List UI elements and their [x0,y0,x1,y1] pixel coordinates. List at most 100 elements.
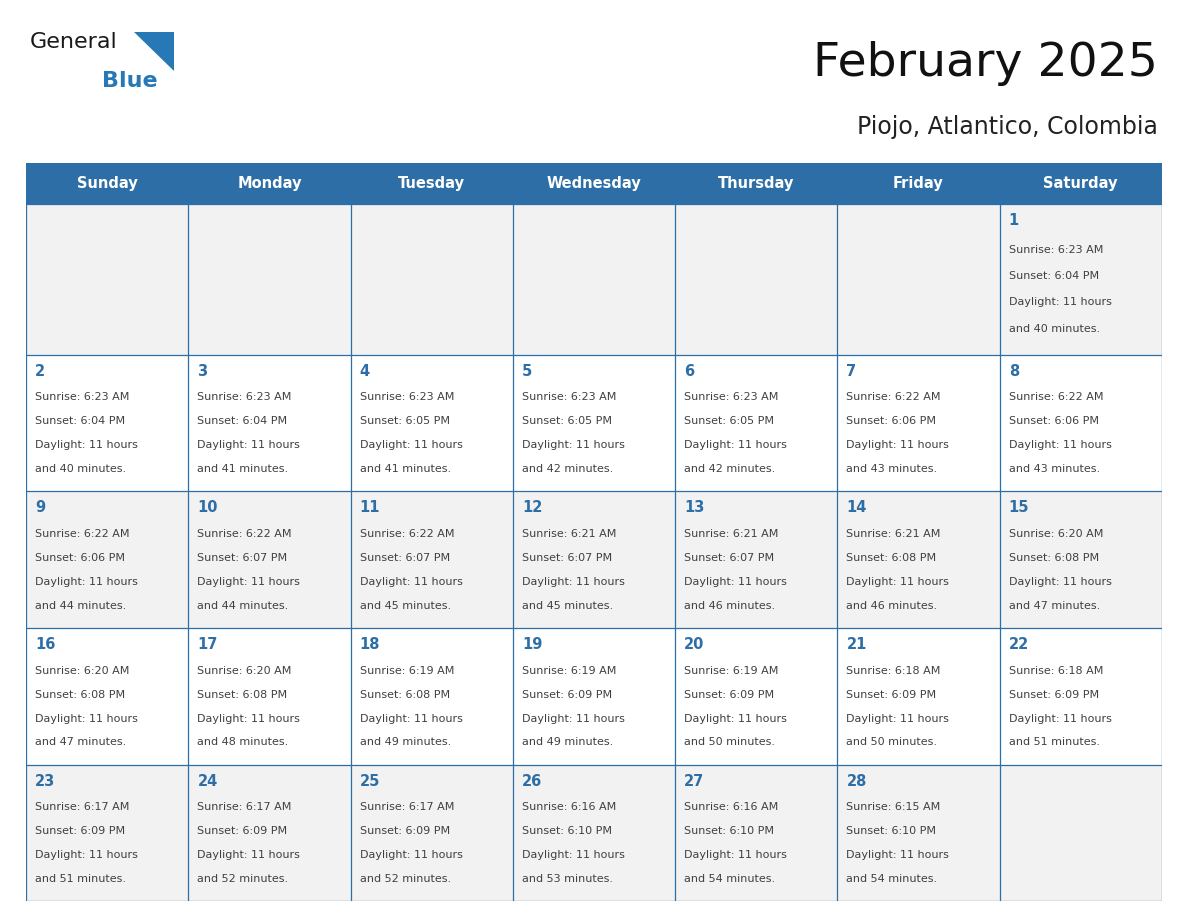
Text: Sunset: 6:09 PM: Sunset: 6:09 PM [360,826,450,836]
Text: Daylight: 11 hours: Daylight: 11 hours [360,713,462,723]
Text: and 50 minutes.: and 50 minutes. [684,737,776,747]
Text: 26: 26 [522,774,542,789]
Text: Sunrise: 6:23 AM: Sunrise: 6:23 AM [1009,245,1104,255]
Text: Sunset: 6:07 PM: Sunset: 6:07 PM [197,553,287,563]
Text: Thursday: Thursday [718,176,795,192]
Text: Daylight: 11 hours: Daylight: 11 hours [847,713,949,723]
Text: Sunset: 6:06 PM: Sunset: 6:06 PM [1009,416,1099,426]
Text: and 52 minutes.: and 52 minutes. [197,874,289,884]
Text: Daylight: 11 hours: Daylight: 11 hours [684,440,788,450]
Text: Sunrise: 6:23 AM: Sunrise: 6:23 AM [684,392,778,402]
Text: Sunset: 6:10 PM: Sunset: 6:10 PM [522,826,612,836]
Text: Sunset: 6:08 PM: Sunset: 6:08 PM [847,553,936,563]
Text: 27: 27 [684,774,704,789]
Text: Daylight: 11 hours: Daylight: 11 hours [360,850,462,860]
Text: 4: 4 [360,364,369,378]
Text: Sunrise: 6:18 AM: Sunrise: 6:18 AM [1009,666,1104,676]
Text: and 50 minutes.: and 50 minutes. [847,737,937,747]
Text: Sunrise: 6:17 AM: Sunrise: 6:17 AM [36,802,129,812]
Text: Sunset: 6:09 PM: Sunset: 6:09 PM [847,689,936,700]
Text: 3: 3 [197,364,208,378]
Text: and 47 minutes.: and 47 minutes. [1009,600,1100,610]
Text: Daylight: 11 hours: Daylight: 11 hours [197,713,301,723]
Text: Sunrise: 6:16 AM: Sunrise: 6:16 AM [522,802,617,812]
Text: Daylight: 11 hours: Daylight: 11 hours [197,440,301,450]
Text: Sunset: 6:07 PM: Sunset: 6:07 PM [522,553,612,563]
Text: Sunday: Sunday [77,176,138,192]
Text: Sunrise: 6:15 AM: Sunrise: 6:15 AM [847,802,941,812]
Text: and 41 minutes.: and 41 minutes. [197,465,289,474]
Text: Sunrise: 6:19 AM: Sunrise: 6:19 AM [684,666,778,676]
Text: Friday: Friday [893,176,944,192]
Text: Sunset: 6:09 PM: Sunset: 6:09 PM [197,826,287,836]
Text: 23: 23 [36,774,56,789]
Text: and 53 minutes.: and 53 minutes. [522,874,613,884]
Text: Sunrise: 6:23 AM: Sunrise: 6:23 AM [360,392,454,402]
Text: 28: 28 [847,774,867,789]
Text: Sunrise: 6:17 AM: Sunrise: 6:17 AM [197,802,292,812]
Text: and 51 minutes.: and 51 minutes. [36,874,126,884]
Text: Sunset: 6:08 PM: Sunset: 6:08 PM [36,689,126,700]
Bar [26,628,1162,765]
Text: and 46 minutes.: and 46 minutes. [847,600,937,610]
Text: Daylight: 11 hours: Daylight: 11 hours [684,577,788,587]
Text: Daylight: 11 hours: Daylight: 11 hours [847,850,949,860]
Text: and 45 minutes.: and 45 minutes. [522,600,613,610]
Text: and 40 minutes.: and 40 minutes. [1009,324,1100,334]
Text: and 46 minutes.: and 46 minutes. [684,600,776,610]
Text: 10: 10 [197,500,217,515]
Text: 12: 12 [522,500,543,515]
Text: and 48 minutes.: and 48 minutes. [197,737,289,747]
Text: Daylight: 11 hours: Daylight: 11 hours [1009,577,1112,587]
Text: 24: 24 [197,774,217,789]
Text: Daylight: 11 hours: Daylight: 11 hours [847,440,949,450]
Text: and 44 minutes.: and 44 minutes. [36,600,126,610]
Text: 15: 15 [1009,500,1029,515]
Text: 17: 17 [197,637,217,652]
Text: Sunset: 6:09 PM: Sunset: 6:09 PM [36,826,126,836]
Text: Sunrise: 6:21 AM: Sunrise: 6:21 AM [684,529,778,539]
Bar [26,163,1162,205]
Text: Saturday: Saturday [1043,176,1118,192]
Text: and 54 minutes.: and 54 minutes. [847,874,937,884]
Text: Sunset: 6:05 PM: Sunset: 6:05 PM [522,416,612,426]
Text: Daylight: 11 hours: Daylight: 11 hours [36,577,138,587]
Text: 20: 20 [684,637,704,652]
Text: and 54 minutes.: and 54 minutes. [684,874,776,884]
Text: Sunset: 6:09 PM: Sunset: 6:09 PM [1009,689,1099,700]
Text: Sunrise: 6:19 AM: Sunrise: 6:19 AM [522,666,617,676]
Text: Sunrise: 6:16 AM: Sunrise: 6:16 AM [684,802,778,812]
Text: Sunrise: 6:20 AM: Sunrise: 6:20 AM [1009,529,1104,539]
Text: 14: 14 [847,500,867,515]
Text: 5: 5 [522,364,532,378]
Text: February 2025: February 2025 [814,41,1158,86]
Text: Sunset: 6:06 PM: Sunset: 6:06 PM [847,416,936,426]
Text: Daylight: 11 hours: Daylight: 11 hours [197,577,301,587]
Text: Sunset: 6:08 PM: Sunset: 6:08 PM [1009,553,1099,563]
Text: Daylight: 11 hours: Daylight: 11 hours [197,850,301,860]
Text: 19: 19 [522,637,543,652]
Text: Monday: Monday [238,176,302,192]
Text: Tuesday: Tuesday [398,176,466,192]
Text: Sunset: 6:07 PM: Sunset: 6:07 PM [684,553,775,563]
Text: Sunrise: 6:18 AM: Sunrise: 6:18 AM [847,666,941,676]
Text: and 47 minutes.: and 47 minutes. [36,737,126,747]
Text: Daylight: 11 hours: Daylight: 11 hours [684,850,788,860]
Text: 9: 9 [36,500,45,515]
Polygon shape [134,32,175,71]
Text: and 44 minutes.: and 44 minutes. [197,600,289,610]
Text: Sunset: 6:04 PM: Sunset: 6:04 PM [36,416,126,426]
Text: and 45 minutes.: and 45 minutes. [360,600,450,610]
Text: Sunrise: 6:21 AM: Sunrise: 6:21 AM [522,529,617,539]
Text: Daylight: 11 hours: Daylight: 11 hours [1009,713,1112,723]
Text: 8: 8 [1009,364,1019,378]
Text: and 51 minutes.: and 51 minutes. [1009,737,1100,747]
Text: Sunset: 6:05 PM: Sunset: 6:05 PM [684,416,775,426]
Text: Daylight: 11 hours: Daylight: 11 hours [36,713,138,723]
Text: Sunset: 6:09 PM: Sunset: 6:09 PM [684,689,775,700]
Text: and 40 minutes.: and 40 minutes. [36,465,126,474]
Text: Blue: Blue [102,71,158,91]
Text: 7: 7 [847,364,857,378]
Text: Sunrise: 6:22 AM: Sunrise: 6:22 AM [360,529,454,539]
Bar [26,491,1162,628]
